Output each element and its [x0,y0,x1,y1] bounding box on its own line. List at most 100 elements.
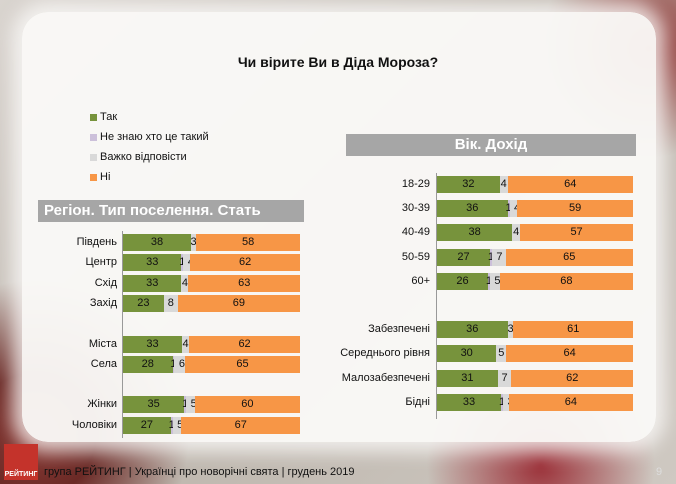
category-label: Забезпечені [368,323,430,336]
legend-label: Ні [100,171,111,183]
data-label: 4 [182,337,189,350]
bar-segment-no [507,176,633,193]
data-label: 5 [494,274,501,287]
data-label: 1 [485,273,493,290]
logo-text: РЕЙТИНГ [4,471,38,478]
bar-segment-yes [437,321,508,339]
legend-swatch [90,153,97,161]
data-label: 5 [498,347,505,360]
data-label: 38 [150,236,164,248]
data-label: 36 [466,202,479,215]
axis-line [122,231,123,438]
bar-segment-yes [123,396,185,414]
data-label: 64 [563,347,576,360]
panel-heading-region: Регіон. Тип поселення. Стать [38,200,304,222]
data-label: 65 [563,250,576,263]
bar-segment-yes [437,176,500,193]
bar-segment-yes [123,234,191,251]
legend-swatch [90,173,97,181]
data-label: 59 [569,202,582,215]
legend-swatch [90,113,97,121]
bar-segment-no [190,254,300,272]
data-label: 1 [487,249,495,266]
bar-segment-yes [437,345,497,363]
category-label: Чоловіки [71,418,117,431]
legend-item-unknown: Не знаю хто це такий [90,127,209,147]
category-label: Малозабезпечені [341,371,430,384]
bar-segment-yes [123,274,182,292]
bar-segment-no [188,274,300,292]
category-label: 40-49 [401,226,430,239]
bar-segment-hard-to-say [172,416,182,434]
data-label: 30 [460,347,473,360]
category-label: Середнього рівня [340,347,430,360]
bar-segment-unknown [501,393,503,411]
data-label: 7 [501,371,508,384]
data-label: 31 [461,371,474,384]
legend-swatch [90,133,97,141]
bar-segment-yes [437,369,498,387]
bar-segment-hard-to-say [186,396,195,414]
bar-segment-hard-to-say [182,335,190,353]
bar-segment-hard-to-say [507,321,514,339]
bar-segment-yes [437,272,488,290]
data-label: 3 [190,236,197,248]
data-label: 1 [498,394,506,411]
data-label: 58 [242,236,255,248]
bar-segment-no [511,369,633,387]
bar-segment-hard-to-say [512,224,521,242]
category-label: 18-29 [401,178,430,190]
data-label: 63 [238,276,251,289]
data-label: 27 [140,418,154,431]
bar-segment-unknown [181,254,184,272]
bar-segment-yes [123,335,182,353]
bar-segment-hard-to-say [181,274,189,292]
category-label: Захід [89,296,117,309]
legend-label: Так [100,111,118,123]
bar-segment-no [517,200,633,218]
bar-segment-yes [123,294,164,312]
bar-segment-no [520,224,633,242]
bar-segment-no [508,393,633,411]
chart-title: Чи вірите Ви в Діда Мороза? [237,54,439,70]
data-label: 6 [178,357,185,370]
data-label: 36 [466,323,479,336]
data-label: 32 [462,178,475,190]
bar-segment-no [513,321,633,339]
category-label: Південь [76,236,117,248]
data-label: 57 [570,226,583,239]
category-label: Села [90,357,117,370]
data-label: 33 [462,395,476,408]
bar-segment-hard-to-say [499,176,508,193]
bar-segment-unknown [507,200,510,218]
bar-segment-yes [437,200,508,218]
footer-text: група РЕЙТИНГ | Українці про новорічні с… [44,466,355,478]
data-label: 26 [456,274,469,287]
bar-segment-no [499,272,633,290]
category-label: 50-59 [401,250,430,263]
data-label: 27 [457,250,470,263]
bar-segment-hard-to-say [502,393,509,411]
legend-label: Не знаю хто це такий [100,131,209,143]
data-label: 69 [232,296,246,309]
bar-segment-hard-to-say [509,200,518,218]
page-number: 9 [656,466,663,478]
bar-segment-yes [437,224,513,242]
bar-segment-no [505,248,633,266]
data-label: 4 [500,178,507,190]
bar-segment-yes [123,416,171,434]
data-label: 1 [505,200,513,217]
bar-segment-yes [123,254,182,272]
bar-segment-hard-to-say [174,355,185,373]
data-label: 62 [238,337,251,350]
data-label: 4 [513,226,520,239]
data-label: 61 [567,323,580,336]
data-label: 35 [147,398,160,411]
bar-segment-no [196,234,300,251]
data-label: 5 [177,418,184,431]
data-label: 64 [564,178,577,190]
data-label: 33 [146,256,159,269]
bar-segment-no [506,345,633,363]
category-label: Міста [88,337,117,350]
bar-segment-hard-to-say [489,272,500,290]
